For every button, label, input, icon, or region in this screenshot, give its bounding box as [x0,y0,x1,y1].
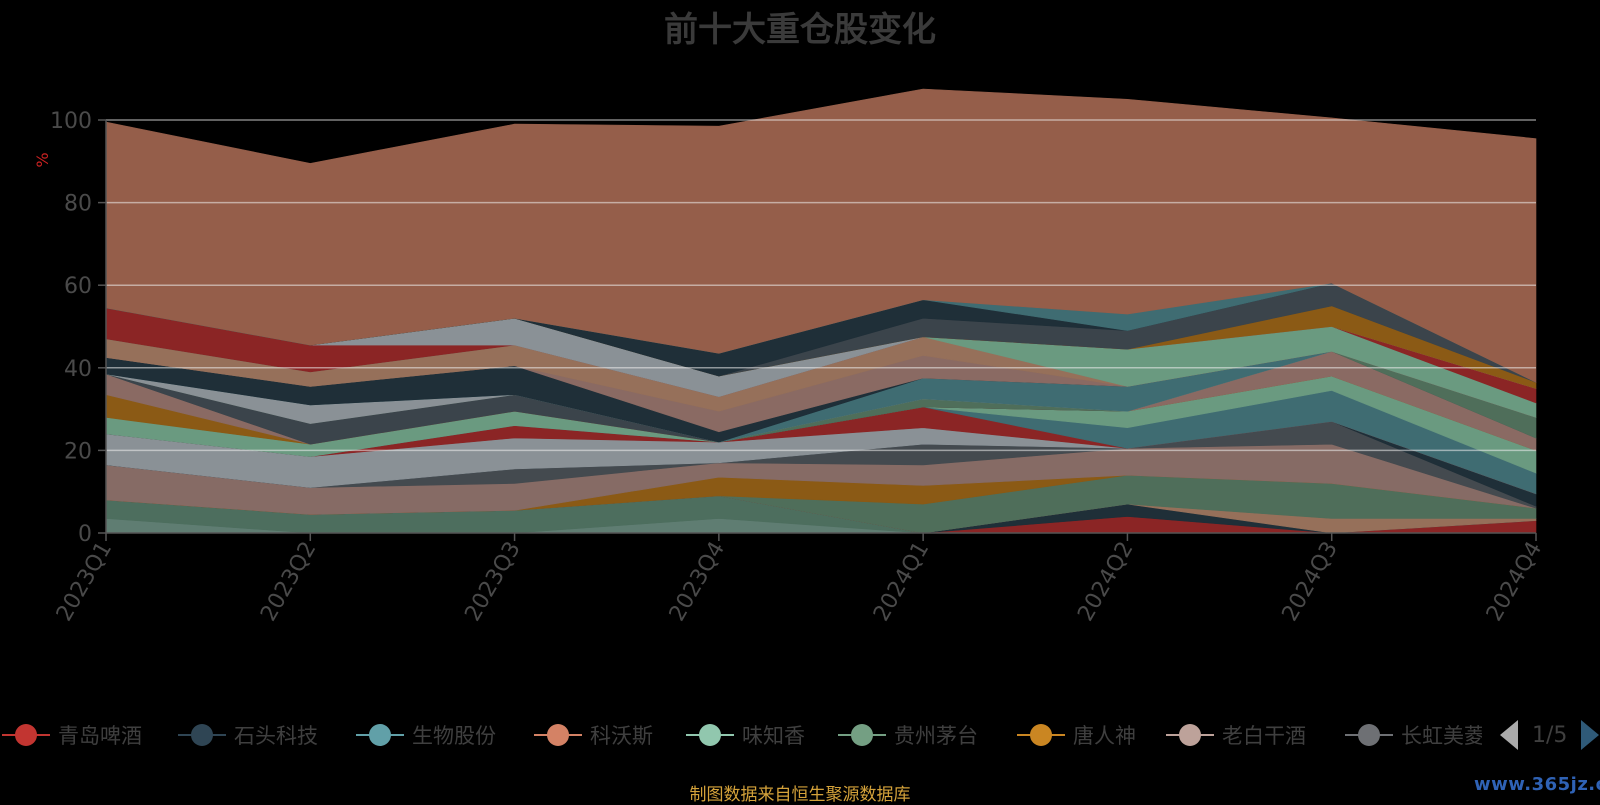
y-tick-label: 100 [50,109,92,134]
gridlines [106,119,1536,452]
stacked-area-chart: 0 20 40 60 80 100 2023Q1 2023Q2 2023Q3 2023Q4 2024… [33,88,1547,626]
area-band-30 [105,88,1537,383]
legend-prev-page-button[interactable] [1500,720,1518,750]
y-tick-label: 0 [78,522,92,547]
legend-label: 贵州茅台 [894,724,978,748]
x-tick-label: 2023Q3 [460,538,525,626]
x-tick-label: 2024Q1 [869,538,934,626]
x-tick-label: 2024Q3 [1278,538,1343,626]
legend-item[interactable]: 青岛啤酒 [2,718,142,752]
legend-label: 科沃斯 [590,724,653,748]
legend: 青岛啤酒 石头科技 生物股份 科沃斯 味知香 贵州茅台 唐人神 老白干酒 长虹美菱 1/5 [0,718,1600,752]
legend-marker-icon [356,723,404,747]
legend-marker-icon [838,723,886,747]
legend-item[interactable]: 科沃斯 [534,718,653,752]
legend-item[interactable]: 长虹美菱 [1345,718,1482,752]
legend-marker-icon [2,723,50,747]
x-tick-label: 2024Q4 [1482,538,1547,626]
watermark: www.365jz.com [1474,774,1600,795]
area-series-group [105,88,1537,534]
legend-label: 石头科技 [234,724,318,748]
legend-item[interactable]: 唐人神 [1017,718,1136,752]
y-tick-label: 40 [64,357,92,382]
y-tick-label: 80 [64,192,92,217]
legend-item[interactable]: 贵州茅台 [838,718,978,752]
chart-title: 前十大重仓股变化 [664,10,936,50]
legend-label: 长虹美菱 [1401,724,1482,748]
legend-next-page-button[interactable] [1581,720,1600,750]
y-axis-label: % [33,152,52,167]
legend-pager: 1/5 [1500,718,1600,752]
legend-items: 青岛啤酒 石头科技 生物股份 科沃斯 味知香 贵州茅台 唐人神 老白干酒 长虹美菱 [0,718,1482,752]
legend-marker-icon [534,723,582,747]
legend-page-indicator: 1/5 [1532,722,1568,748]
legend-marker-icon [178,723,226,747]
legend-item[interactable]: 石头科技 [178,718,318,752]
x-tick-label: 2024Q2 [1073,538,1138,626]
y-tick-label: 20 [64,439,92,464]
legend-label: 唐人神 [1073,724,1136,748]
data-source-note: 制图数据来自恒生聚源数据库 [689,785,911,805]
legend-item[interactable]: 老白干酒 [1166,718,1306,752]
legend-marker-icon [1017,723,1065,747]
legend-marker-icon [1166,723,1214,747]
legend-label: 老白干酒 [1222,724,1306,748]
legend-marker-icon [686,723,734,747]
y-tick-label: 60 [64,274,92,299]
legend-label: 青岛啤酒 [58,724,142,748]
legend-item[interactable]: 味知香 [686,718,805,752]
legend-item[interactable]: 生物股份 [356,718,496,752]
legend-label: 味知香 [742,724,805,748]
legend-label: 生物股份 [412,724,496,748]
x-tick-label: 2023Q4 [665,538,730,626]
legend-marker-icon [1345,723,1393,747]
x-tick-label: 2023Q2 [256,538,321,626]
x-tick-label: 2023Q1 [52,538,117,626]
